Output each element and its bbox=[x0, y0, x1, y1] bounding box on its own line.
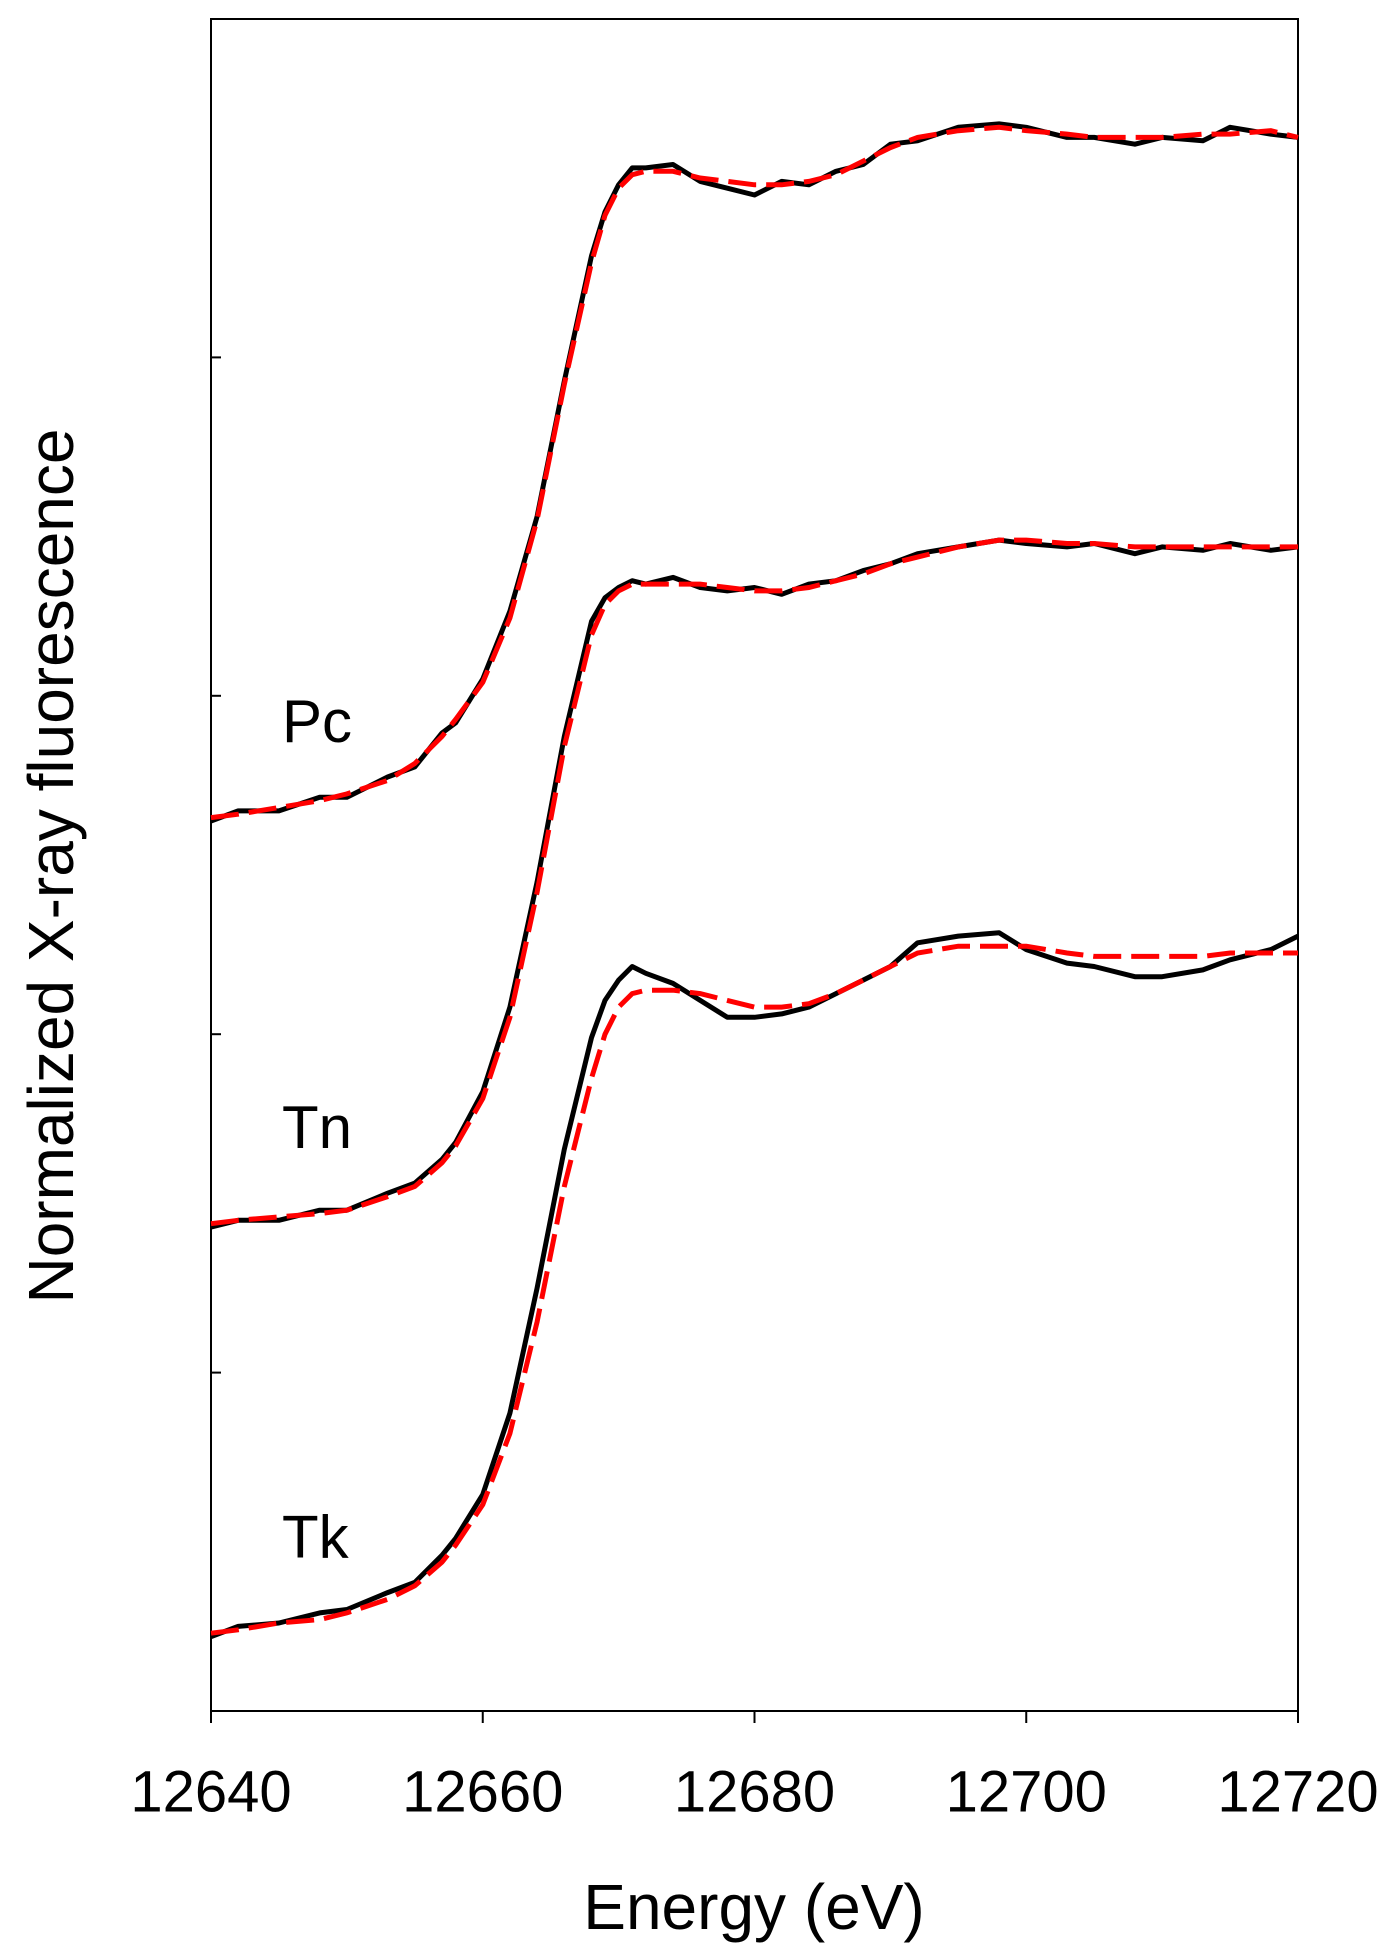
y-axis-label: Normalized X-ray fluorescence bbox=[15, 429, 87, 1304]
curve-label: Tn bbox=[282, 1094, 352, 1161]
x-tick-label: 12720 bbox=[1217, 1759, 1378, 1824]
x-tick-label: 12640 bbox=[130, 1759, 291, 1824]
data-line bbox=[210, 121, 1299, 824]
curve-label: Tk bbox=[282, 1503, 350, 1570]
data-line bbox=[210, 930, 1300, 1639]
x-tick-label: 12660 bbox=[402, 1759, 563, 1824]
curve-label: Pc bbox=[282, 688, 352, 755]
plot-frame bbox=[210, 18, 1299, 1712]
fit-line bbox=[210, 124, 1299, 821]
x-tick-label: 12680 bbox=[674, 1759, 835, 1824]
fit-line bbox=[210, 537, 1298, 1227]
fit-line bbox=[210, 943, 1298, 1636]
x-axis-label: Energy (eV) bbox=[583, 1871, 924, 1943]
data-line bbox=[210, 537, 1299, 1230]
x-tick-label: 12700 bbox=[946, 1759, 1107, 1824]
